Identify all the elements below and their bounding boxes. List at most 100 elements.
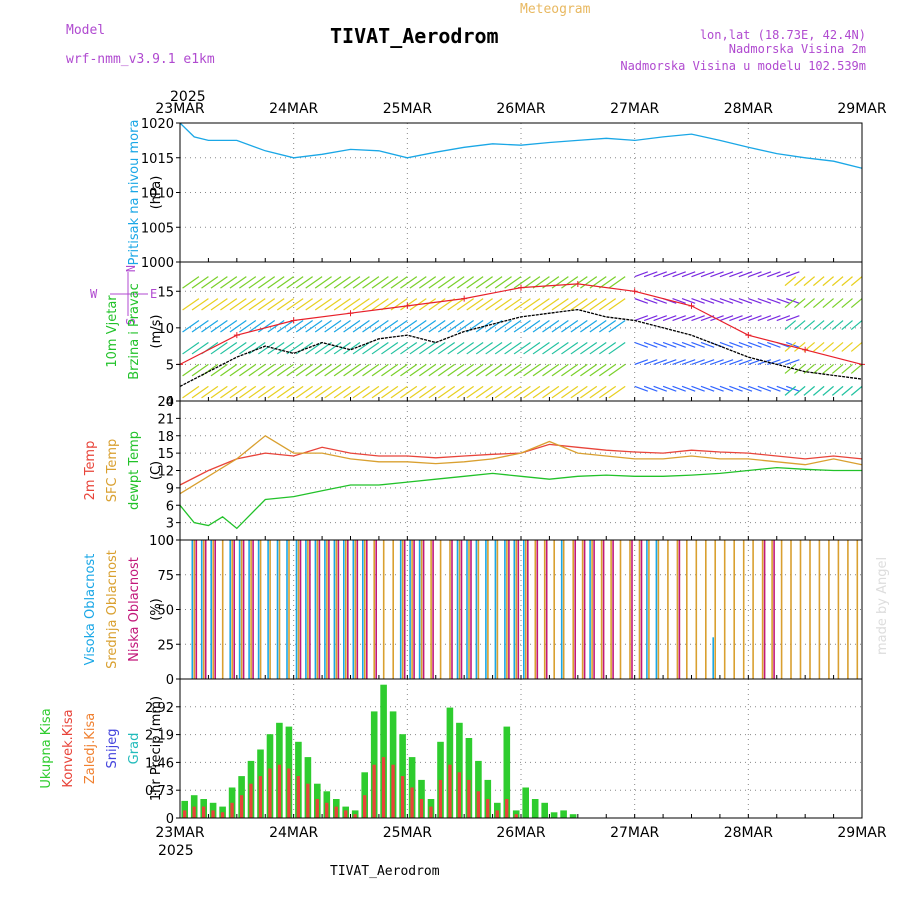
wind-barb [295,320,313,333]
bar-srednja-oblacnost [420,540,423,679]
wind-barb [767,315,781,322]
bar-srednja-oblacnost [790,540,792,679]
bar-visoka-oblacnost [267,540,269,679]
bar-srednja-oblacnost [818,540,821,679]
y-axis-label: (C) [149,461,164,480]
wind-barb [580,320,598,333]
wind-barb [608,363,626,377]
model-label: Model [66,23,105,38]
wind-barb [767,385,781,392]
wind-barb [504,276,522,289]
bar-ukupna-kisa [418,779,425,818]
bar-srednja-oblacnost [449,540,451,679]
wind-barb [822,276,834,287]
bar-niska-oblacnost [318,540,321,679]
wind-barb [729,385,743,392]
wind-barb [494,341,512,355]
wind-barb [456,385,474,399]
wind-barb [456,363,474,377]
y-tick-label: 1005 [141,221,174,236]
wind-barb [710,385,724,392]
series-line-brzina [179,308,863,387]
wind-barb [428,320,446,333]
wind-barb [681,298,696,304]
chart-subtitle: Meteogram [520,2,591,17]
axis-layer: 1000100510101015102005101503691215182124… [141,101,887,841]
wind-barb [841,320,853,330]
y-tick-label: 0.73 [145,784,174,799]
wind-barb [447,363,465,377]
wind-barb [748,359,762,365]
wind-barb [352,298,370,311]
y-tick-label: 15 [157,447,174,462]
wind-barb [608,320,626,333]
wind-barb [485,385,503,399]
wind-barb [608,385,626,399]
grid-layer [180,123,862,818]
bar-konvek-kisa [495,810,499,818]
bar-srednja-oblacnost [297,540,300,679]
wind-barb [776,385,791,392]
wind-barb [598,385,617,399]
wind-barb [710,359,724,365]
wind-barb [719,359,734,365]
wind-barb [324,298,342,311]
x-tick-label-bottom: 27MAR [610,825,659,841]
wind-barb [286,298,304,311]
bar-srednja-oblacnost [515,540,518,679]
wind-barb [475,298,493,311]
wind-barb [504,320,522,333]
x-tick-label-bottom: 29MAR [837,825,886,841]
year-bottom: 2025 [158,843,194,859]
wind-barb [841,342,853,352]
bar-niska-oblacnost [309,540,311,679]
bar-visoka-oblacnost [314,540,317,679]
bar-niska-oblacnost [214,540,216,679]
bar-visoka-oblacnost [229,540,231,679]
wind-barb [419,385,437,399]
wind-barb [757,359,772,365]
wind-barb [333,298,351,311]
wind-barb [784,342,797,352]
bar-visoka-oblacnost [362,540,364,679]
wind-barb [229,341,247,355]
wind-barb [831,342,844,352]
bar-ukupna-kisa [446,707,454,818]
wind-barb [551,276,569,289]
wind-barb [504,363,522,377]
bar-konvek-kisa [476,791,480,818]
wind-barb [456,298,474,311]
wind-barb [803,385,816,396]
wind-barb [662,315,677,322]
wind-barb [475,320,493,333]
bar-konvek-kisa [381,757,386,818]
wind-barb [371,320,389,333]
wind-barb [267,320,285,333]
bar-ukupna-kisa [569,814,577,818]
bar-niska-oblacnost [773,540,775,679]
gust-marker [461,295,468,302]
y-tick-label: 5 [166,358,174,373]
wind-barb [267,298,285,311]
bar-niska-oblacnost [403,540,406,679]
wind-barb [532,320,550,333]
wind-barb [850,385,863,396]
wind-barb [475,276,493,289]
bar-srednja-oblacnost [591,540,593,679]
wind-barb [220,363,238,377]
bar-srednja-oblacnost [202,540,205,679]
bar-srednja-oblacnost [733,540,735,679]
wind-barb [400,298,418,311]
wind-barb [447,276,465,289]
wind-barb [210,363,228,377]
wind-barb [201,298,219,311]
wind-barbs [182,271,863,399]
wind-barb [276,385,295,399]
wind-barb [437,385,456,399]
wind-barb [748,315,762,322]
bar-srednja-oblacnost [345,540,347,679]
wind-barb [719,298,734,304]
wind-barb [220,298,238,311]
wind-barb [542,363,560,377]
wind-barb [191,341,209,355]
